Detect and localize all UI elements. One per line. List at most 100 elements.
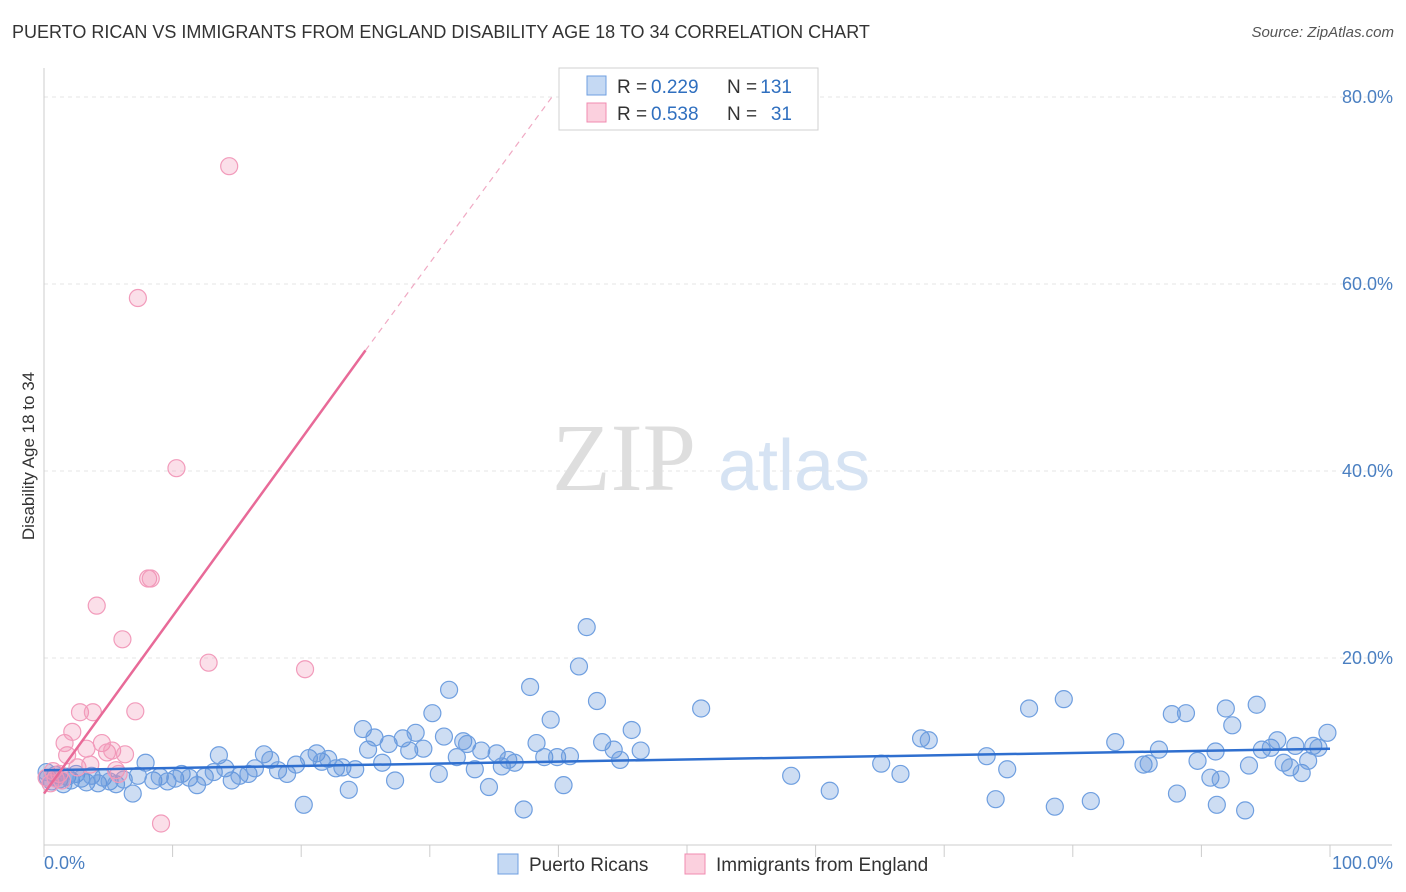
point-immigrants-from-england-10 bbox=[70, 703, 90, 722]
point-puerto-ricans-108 bbox=[1176, 704, 1196, 723]
point-puerto-ricans-56 bbox=[406, 723, 425, 742]
point-puerto-ricans-97 bbox=[998, 760, 1017, 779]
point-puerto-ricans-61 bbox=[439, 680, 459, 699]
point-puerto-ricans-95 bbox=[977, 747, 996, 766]
point-puerto-ricans-84 bbox=[604, 740, 623, 759]
point-immigrants-from-england-5 bbox=[52, 771, 72, 790]
point-puerto-ricans-99 bbox=[1045, 797, 1064, 816]
series-immigrants-from-england bbox=[37, 157, 315, 833]
x-tick-label-max: 100.0% bbox=[1332, 853, 1393, 873]
point-puerto-ricans-43 bbox=[319, 749, 338, 769]
watermark-atlas: atlas bbox=[718, 426, 870, 506]
axes bbox=[43, 68, 1392, 846]
point-puerto-ricans-24 bbox=[180, 768, 199, 787]
point-immigrants-from-england-30 bbox=[295, 660, 315, 679]
x-ticks bbox=[43, 845, 1331, 857]
point-puerto-ricans-113 bbox=[1211, 770, 1230, 789]
legend-label-puerto-ricans: Puerto Ricans bbox=[529, 855, 648, 876]
point-puerto-ricans-80 bbox=[569, 657, 589, 676]
point-puerto-ricans-16 bbox=[123, 784, 142, 803]
point-puerto-ricans-72 bbox=[514, 800, 533, 819]
y-axis-label: Disability Age 18 to 34 bbox=[19, 372, 38, 540]
point-puerto-ricans-18 bbox=[136, 753, 155, 772]
point-puerto-ricans-120 bbox=[1261, 738, 1280, 757]
stats-r-value-blue: 0.229 bbox=[651, 77, 699, 98]
stats-r-value-pink: 0.538 bbox=[651, 104, 699, 125]
legend-swatch-immigrants-from-england bbox=[684, 853, 706, 875]
point-puerto-ricans-109 bbox=[1188, 751, 1207, 770]
point-immigrants-from-england-25 bbox=[141, 569, 160, 588]
point-puerto-ricans-90 bbox=[820, 781, 839, 800]
point-puerto-ricans-89 bbox=[782, 766, 801, 785]
point-immigrants-from-england-20 bbox=[113, 630, 132, 649]
point-immigrants-from-england-23 bbox=[128, 288, 147, 308]
stats-n-label-pink: N = bbox=[727, 104, 757, 125]
stats-r-label-pink: R = bbox=[617, 104, 647, 125]
point-puerto-ricans-74 bbox=[527, 733, 546, 753]
point-puerto-ricans-121 bbox=[1268, 731, 1287, 750]
stats-legend-swatch-pink bbox=[586, 102, 607, 123]
point-puerto-ricans-94 bbox=[919, 731, 938, 750]
trend-lines bbox=[42, 96, 1331, 795]
point-puerto-ricans-67 bbox=[479, 777, 499, 797]
point-puerto-ricans-98 bbox=[1019, 699, 1039, 718]
point-puerto-ricans-73 bbox=[521, 677, 540, 697]
stats-legend: R = 0.229 N = 131 R = 0.538 N = 31 bbox=[558, 67, 819, 131]
y-tick-label-80: 80.0% bbox=[1342, 87, 1393, 107]
point-immigrants-from-england-22 bbox=[126, 702, 145, 721]
trend-line-immigrants-from-england bbox=[42, 349, 367, 795]
stats-n-value-blue: 131 bbox=[760, 77, 792, 98]
point-puerto-ricans-102 bbox=[1106, 733, 1125, 752]
trend-line-immigrants-from-england-extension bbox=[365, 96, 553, 351]
point-puerto-ricans-96 bbox=[986, 790, 1005, 809]
point-immigrants-from-england-21 bbox=[115, 745, 135, 764]
point-immigrants-from-england-28 bbox=[199, 653, 218, 672]
point-puerto-ricans-78 bbox=[554, 776, 573, 795]
point-immigrants-from-england-27 bbox=[167, 459, 186, 478]
trend-line-puerto-ricans bbox=[43, 747, 1331, 772]
point-immigrants-from-england-15 bbox=[92, 733, 111, 753]
point-puerto-ricans-15 bbox=[114, 770, 133, 789]
point-puerto-ricans-116 bbox=[1236, 801, 1255, 820]
chart-title: PUERTO RICAN VS IMMIGRANTS FROM ENGLAND … bbox=[12, 22, 870, 42]
stats-r-label-blue: R = bbox=[617, 77, 647, 98]
point-puerto-ricans-101 bbox=[1081, 791, 1100, 811]
point-puerto-ricans-55 bbox=[400, 741, 419, 760]
x-tick-label-min: 0.0% bbox=[44, 853, 85, 873]
point-puerto-ricans-91 bbox=[872, 754, 891, 773]
point-puerto-ricans-57 bbox=[414, 739, 433, 758]
source-label: Source: ZipAtlas.com bbox=[1251, 24, 1394, 41]
point-puerto-ricans-123 bbox=[1281, 758, 1300, 777]
point-puerto-ricans-92 bbox=[891, 764, 910, 784]
y-tick-label-40: 40.0% bbox=[1342, 461, 1393, 481]
point-puerto-ricans-51 bbox=[373, 753, 392, 772]
point-puerto-ricans-88 bbox=[692, 699, 711, 718]
y-tick-label-20: 20.0% bbox=[1342, 648, 1393, 668]
point-puerto-ricans-39 bbox=[294, 795, 313, 814]
point-immigrants-from-england-13 bbox=[83, 703, 102, 722]
point-immigrants-from-england-14 bbox=[87, 596, 106, 615]
point-immigrants-from-england-26 bbox=[151, 814, 171, 833]
point-puerto-ricans-58 bbox=[423, 704, 442, 723]
point-puerto-ricans-47 bbox=[346, 760, 365, 779]
legend-label-immigrants-from-england: Immigrants from England bbox=[716, 855, 928, 876]
series-puerto-ricans bbox=[37, 618, 1337, 820]
point-puerto-ricans-105 bbox=[1149, 740, 1169, 759]
point-puerto-ricans-53 bbox=[385, 771, 405, 790]
legend-swatch-puerto-ricans bbox=[497, 853, 519, 875]
gridlines bbox=[44, 96, 1392, 659]
point-puerto-ricans-11 bbox=[88, 774, 108, 793]
watermark-zip: ZIP bbox=[552, 404, 696, 511]
point-puerto-ricans-59 bbox=[429, 764, 448, 784]
point-puerto-ricans-106 bbox=[1162, 704, 1181, 724]
point-puerto-ricans-117 bbox=[1239, 756, 1259, 775]
point-puerto-ricans-82 bbox=[587, 691, 607, 711]
point-immigrants-from-england-29 bbox=[220, 157, 239, 176]
point-puerto-ricans-46 bbox=[339, 780, 358, 799]
point-puerto-ricans-112 bbox=[1207, 795, 1226, 814]
point-puerto-ricans-124 bbox=[1286, 736, 1305, 755]
point-puerto-ricans-66 bbox=[472, 741, 491, 760]
bottom-legend: Puerto Ricans Immigrants from England bbox=[497, 853, 928, 876]
point-puerto-ricans-115 bbox=[1223, 716, 1242, 735]
